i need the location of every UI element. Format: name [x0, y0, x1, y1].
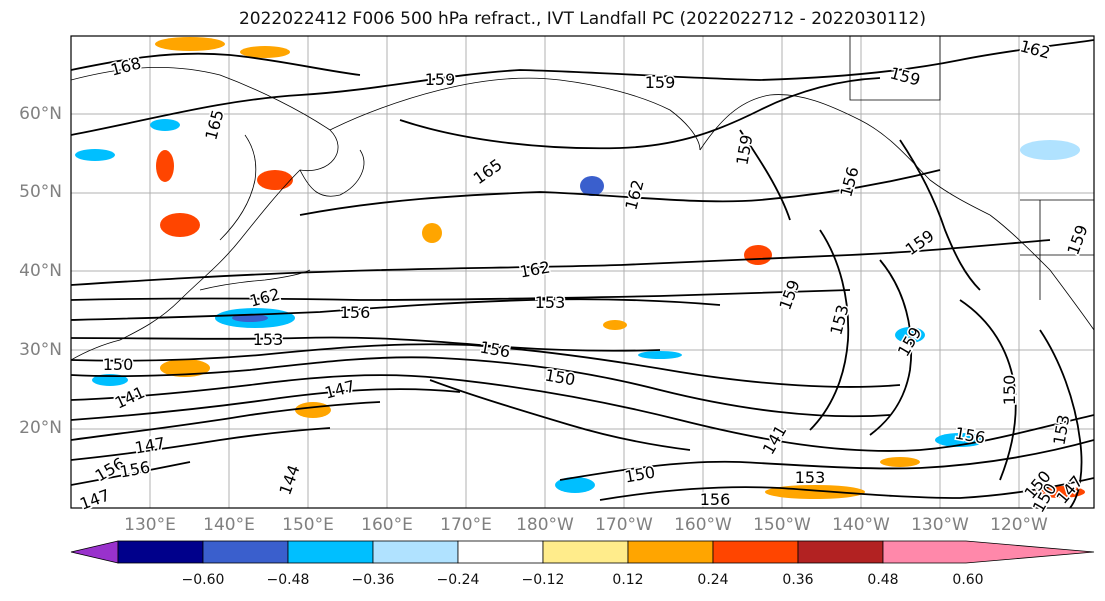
- colorbar-segment: [202, 540, 289, 564]
- lon-label-160e: 160°E: [361, 515, 413, 535]
- contour-label: 150: [1000, 375, 1019, 406]
- lon-label-170e: 170°E: [440, 515, 492, 535]
- map-frame: [70, 35, 1095, 509]
- colorbar-segment: [797, 540, 884, 564]
- contour-label: 150: [103, 355, 134, 374]
- contour-label: 159: [888, 63, 922, 89]
- colorbar-tick: −0.48: [266, 572, 310, 588]
- contour-label: 159: [425, 70, 456, 89]
- colorbar-tick: −0.36: [351, 572, 395, 588]
- contour-label: 153: [535, 293, 566, 312]
- colorbar-tick: −0.60: [181, 572, 225, 588]
- colorbar-segment: [70, 540, 119, 564]
- contour-label: 147: [133, 433, 166, 457]
- lon-label-180w: 180°W: [516, 515, 574, 535]
- lat-label-20n: 20°N: [19, 418, 62, 438]
- lat-label-50n: 50°N: [19, 182, 62, 202]
- lon-label-150w: 150°W: [753, 515, 811, 535]
- colorbar-tick: 0.36: [782, 572, 814, 588]
- contour-label: 153: [795, 468, 826, 487]
- lon-label-130w: 130°W: [911, 515, 969, 535]
- colorbar-tick: −0.12: [521, 572, 565, 588]
- contours: [71, 39, 1094, 508]
- map-title: 2022022412 F006 500 hPa refract., IVT La…: [238, 9, 926, 29]
- lon-label-160w: 160°W: [674, 515, 732, 535]
- colorbar-tick: 0.12: [612, 572, 644, 588]
- contour-label: 156: [700, 490, 731, 509]
- coastlines: [71, 36, 1094, 361]
- lat-label-30n: 30°N: [19, 340, 62, 360]
- contour-label: 156: [340, 303, 371, 322]
- colorbar-tick: −0.24: [436, 572, 480, 588]
- lat-label-60n: 60°N: [19, 104, 62, 124]
- colorbar-segment: [117, 540, 204, 564]
- lon-label-130e: 130°E: [124, 515, 176, 535]
- colorbar-tick: 0.24: [697, 572, 729, 588]
- colorbar-segment: [287, 540, 374, 564]
- colorbar-segment: [372, 540, 459, 564]
- colorbar-segment: [627, 540, 714, 564]
- colorbar-tick: 0.48: [867, 572, 899, 588]
- colorbar-tick: 0.60: [952, 572, 984, 588]
- lon-label-120w: 120°W: [990, 515, 1048, 535]
- lat-label-40n: 40°N: [19, 261, 62, 281]
- colorbar-segment: [882, 540, 1095, 564]
- lon-label-170w: 170°W: [595, 515, 653, 535]
- contour-label: 153: [253, 330, 284, 349]
- lon-label-150e: 150°E: [282, 515, 334, 535]
- colorbar-segment: [457, 540, 544, 564]
- contour-label: 159: [645, 73, 676, 92]
- lon-label-140w: 140°W: [832, 515, 890, 535]
- colorbar-segment: [712, 540, 799, 564]
- lon-label-140e: 140°E: [203, 515, 255, 535]
- colorbar-segment: [542, 540, 629, 564]
